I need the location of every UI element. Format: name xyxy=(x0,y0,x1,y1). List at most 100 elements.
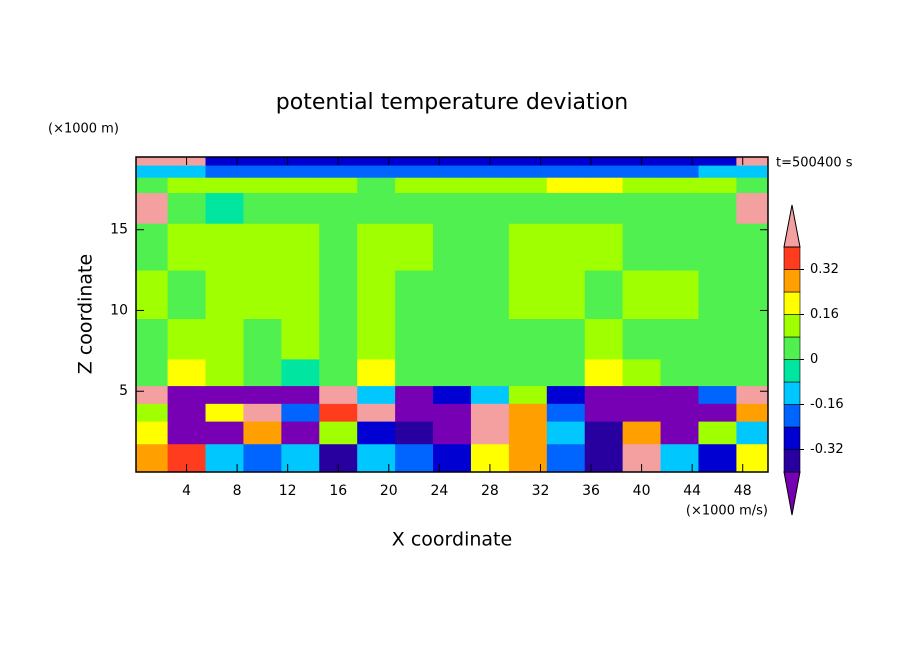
cell xyxy=(136,358,169,387)
y-tick-label: 10 xyxy=(110,302,128,318)
cell xyxy=(736,358,769,387)
cell xyxy=(660,403,699,422)
cell xyxy=(136,421,169,445)
plot-frame xyxy=(135,156,769,473)
cell xyxy=(470,318,510,360)
cell xyxy=(395,192,434,224)
cell xyxy=(357,177,396,194)
colorbar-band xyxy=(783,381,801,405)
cell xyxy=(622,223,662,271)
cell xyxy=(508,403,548,422)
cell xyxy=(357,421,396,445)
cell xyxy=(205,358,244,387)
cell xyxy=(736,385,769,404)
x-tick-label: 28 xyxy=(481,483,499,499)
cell xyxy=(395,177,434,194)
cell xyxy=(622,358,662,387)
cell xyxy=(508,421,548,445)
cell xyxy=(470,192,510,224)
cell xyxy=(281,358,320,387)
cell xyxy=(584,443,624,473)
cell xyxy=(281,421,320,445)
cell xyxy=(660,421,699,445)
cell xyxy=(433,385,472,404)
cell xyxy=(357,165,396,178)
cell xyxy=(136,443,169,473)
cell xyxy=(546,223,586,271)
cell xyxy=(357,318,396,360)
cell xyxy=(584,157,624,166)
cell xyxy=(243,318,282,360)
cell xyxy=(395,385,434,404)
cell xyxy=(136,223,169,271)
cell xyxy=(243,157,282,166)
cell xyxy=(433,223,472,271)
cell xyxy=(622,318,662,360)
cell xyxy=(660,177,699,194)
cell xyxy=(167,165,207,178)
y-tick-label: 5 xyxy=(119,383,128,399)
cell xyxy=(433,358,472,387)
cell xyxy=(470,385,510,404)
cell xyxy=(205,177,244,194)
cell xyxy=(698,177,737,194)
x-tick-label: 8 xyxy=(233,483,242,499)
cell xyxy=(508,165,548,178)
cell xyxy=(584,223,624,271)
cell xyxy=(546,270,586,320)
cell xyxy=(357,223,396,271)
cell xyxy=(736,443,769,473)
cell xyxy=(508,157,548,166)
cell xyxy=(395,223,434,271)
cell xyxy=(395,270,434,320)
cell xyxy=(136,165,169,178)
cell xyxy=(319,385,358,404)
cell xyxy=(508,192,548,224)
cell xyxy=(584,421,624,445)
field xyxy=(136,157,769,473)
cell xyxy=(508,385,548,404)
cell xyxy=(243,443,282,473)
colorbar-band xyxy=(783,426,801,450)
cell xyxy=(736,192,769,224)
cell xyxy=(698,157,737,166)
x-axis-label: X coordinate xyxy=(392,529,512,551)
y-tick-label: 15 xyxy=(110,222,128,238)
cell xyxy=(546,385,586,404)
cell xyxy=(395,443,434,473)
cell xyxy=(205,443,244,473)
cell xyxy=(508,223,548,271)
cell xyxy=(205,157,244,166)
colorbar-band xyxy=(783,291,801,315)
cell xyxy=(205,385,244,404)
cell xyxy=(357,403,396,422)
cell xyxy=(698,270,737,320)
cell xyxy=(205,318,244,360)
cell xyxy=(660,223,699,271)
cell xyxy=(736,177,769,194)
cell xyxy=(319,165,358,178)
cell xyxy=(546,165,586,178)
cell xyxy=(698,318,737,360)
cell xyxy=(136,157,169,166)
cell xyxy=(281,385,320,404)
x-tick-label: 36 xyxy=(582,483,600,499)
cell xyxy=(395,157,434,166)
colorbar-band xyxy=(783,449,801,473)
cell xyxy=(136,270,169,320)
colorbar-tick-label: 0.16 xyxy=(810,307,839,322)
cell xyxy=(167,385,207,404)
cell xyxy=(319,421,358,445)
cell xyxy=(357,385,396,404)
cell xyxy=(243,270,282,320)
colorbar-band xyxy=(783,269,801,293)
cell xyxy=(546,403,586,422)
cell xyxy=(243,403,282,422)
cell xyxy=(167,270,207,320)
cell xyxy=(167,192,207,224)
cell xyxy=(357,192,396,224)
cell xyxy=(470,177,510,194)
cell xyxy=(660,165,699,178)
cell xyxy=(470,421,510,445)
cell xyxy=(281,157,320,166)
